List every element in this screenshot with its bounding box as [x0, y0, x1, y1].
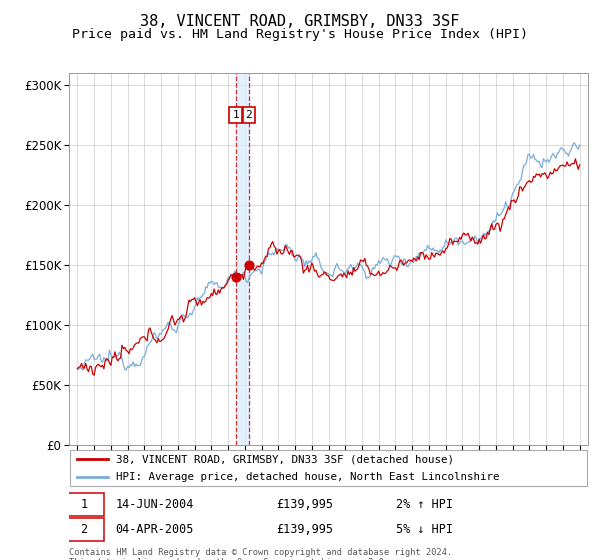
Text: 38, VINCENT ROAD, GRIMSBY, DN33 3SF: 38, VINCENT ROAD, GRIMSBY, DN33 3SF [140, 14, 460, 29]
Text: HPI: Average price, detached house, North East Lincolnshire: HPI: Average price, detached house, Nort… [116, 472, 499, 482]
Text: £139,995: £139,995 [277, 498, 334, 511]
Point [231, 273, 241, 282]
Text: 1: 1 [80, 498, 88, 511]
Text: 2% ↑ HPI: 2% ↑ HPI [396, 498, 453, 511]
Text: Price paid vs. HM Land Registry's House Price Index (HPI): Price paid vs. HM Land Registry's House … [72, 28, 528, 41]
Bar [236, 73, 249, 445]
Text: 1: 1 [232, 110, 239, 120]
Text: Contains HM Land Registry data © Crown copyright and database right 2024.
This d: Contains HM Land Registry data © Crown c… [69, 548, 452, 560]
FancyBboxPatch shape [65, 518, 104, 540]
Text: 04-APR-2005: 04-APR-2005 [116, 523, 194, 536]
Text: 2: 2 [80, 523, 88, 536]
Text: £139,995: £139,995 [277, 523, 334, 536]
Point [244, 261, 254, 270]
Text: 14-JUN-2004: 14-JUN-2004 [116, 498, 194, 511]
Text: 2: 2 [245, 110, 253, 120]
FancyBboxPatch shape [70, 450, 587, 487]
Text: 5% ↓ HPI: 5% ↓ HPI [396, 523, 453, 536]
FancyBboxPatch shape [65, 493, 104, 516]
Text: 38, VINCENT ROAD, GRIMSBY, DN33 3SF (detached house): 38, VINCENT ROAD, GRIMSBY, DN33 3SF (det… [116, 454, 454, 464]
